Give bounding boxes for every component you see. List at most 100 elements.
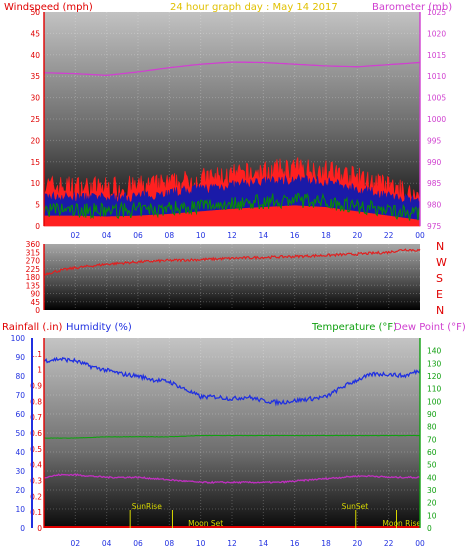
temperature-tick-labels: 0 10 20 30 40 50 60 70 80 90 100 110 120 130 140 [427, 347, 442, 533]
barometer-series-line [43, 61, 421, 76]
graph-title: 24 hour graph day : May 14 2017 [170, 2, 338, 13]
temperature-tick-label: 30 [427, 486, 437, 495]
temperature-tick-label: 140 [427, 347, 442, 356]
wind-x-tick-label: 08 [165, 231, 175, 240]
humidity-x-tick-label: 12 [227, 539, 237, 548]
humidity-x-tick-label: 06 [133, 539, 143, 548]
direction-tick-label: 0 [35, 306, 40, 315]
humidity-tick-labels: 0 10 20 30 40 50 60 70 80 90 100 [11, 334, 26, 533]
direction-label-e: E [436, 288, 443, 301]
windspeed-tick-label: 20 [30, 136, 40, 145]
rainfall-tick-label: 0.6 [30, 429, 42, 438]
sun-moon-annotations: SunRise SunSet Moon Set Moon Rise [129, 502, 421, 528]
direction-tick-label: 315 [26, 248, 41, 257]
windspeed-tick-label: 0 [35, 222, 40, 231]
windspeed-minimum-line [43, 192, 421, 221]
temperature-tick-label: 90 [427, 410, 437, 419]
wind-x-tick-label: 14 [259, 231, 269, 240]
wind-x-tick-label: 20 [353, 231, 363, 240]
humidity-tick-label: 80 [15, 372, 25, 381]
barometer-tick-labels: 975 980 985 990 995 1000 1005 1010 1015 1020 1025 [427, 8, 446, 231]
panel-humidity-background [44, 338, 420, 528]
rainfall-tick-label: 0.9 [30, 382, 42, 391]
humidity-x-tick-label: 00 [415, 539, 425, 548]
barometer-tick-label: 1005 [427, 94, 446, 103]
barometer-tick-label: 980 [427, 201, 442, 210]
rainfall-axis-label: Rainfall (.in) [2, 322, 63, 333]
wind-x-tick-label: 12 [227, 231, 237, 240]
barometer-tick-label: 975 [427, 222, 442, 231]
wind-x-tick-label: 18 [321, 231, 331, 240]
moonrise-label: Moon Rise [382, 519, 421, 528]
direction-tick-label: 180 [26, 273, 41, 282]
panel-direction-series [43, 248, 421, 276]
wind-x-tick-label: 22 [384, 231, 394, 240]
temperature-tick-label: 70 [427, 435, 437, 444]
humidity-tick-label: 70 [15, 391, 25, 400]
temperature-tick-label: 60 [427, 448, 437, 457]
humidity-tick-label: 40 [15, 448, 25, 457]
temperature-tick-label: 80 [427, 423, 437, 432]
temperature-series-line [44, 434, 421, 439]
windspeed-tick-label: 50 [30, 8, 40, 17]
humidity-x-tick-label: 14 [259, 539, 269, 548]
humidity-x-tick-label: 18 [321, 539, 331, 548]
humidity-x-tick-label: 04 [102, 539, 112, 548]
direction-tick-label: 90 [30, 290, 40, 299]
barometer-tick-label: 985 [427, 179, 442, 188]
wind-x-tick-label: 16 [290, 231, 300, 240]
wind-x-tick-label: 06 [133, 231, 143, 240]
humidity-tick-label: 50 [15, 429, 25, 438]
barometer-tick-label: 1025 [427, 8, 446, 17]
barometer-tick-label: 995 [427, 136, 442, 145]
temperature-tick-label: 100 [427, 397, 442, 406]
humidity-series-line [44, 356, 421, 407]
humidity-x-tick-label: 08 [165, 539, 175, 548]
barometer-tick-label: 1020 [427, 29, 446, 38]
panel-direction-grid [44, 244, 420, 310]
panel-humidity-series [43, 356, 421, 528]
barometer-tick-label: 990 [427, 158, 442, 167]
barometer-tick-label: 1000 [427, 115, 446, 124]
rainfall-tick-label: 0.1 [30, 508, 42, 517]
direction-label-w: W [436, 256, 447, 269]
wind-x-tick-label: 02 [71, 231, 81, 240]
humidity-x-tick-label: 22 [384, 539, 394, 548]
windspeed-tick-label: 10 [30, 179, 40, 188]
rainfall-tick-labels: 0 0.1 0.2 0.3 0.4 0.5 0.6 0.7 0.8 0.9 1 1.1 [30, 350, 42, 533]
humidity-tick-label: 10 [15, 505, 25, 514]
windspeed-axis-label: Windspeed (mph) [4, 2, 93, 13]
dewpoint-series-line [43, 473, 421, 485]
windspeed-tick-label: 25 [30, 115, 40, 124]
humidity-tick-label: 60 [15, 410, 25, 419]
temperature-tick-label: 120 [427, 372, 442, 381]
wind-x-tick-label: 00 [415, 231, 425, 240]
rainfall-tick-label: 0.3 [30, 477, 42, 486]
humidity-tick-label: 20 [15, 486, 25, 495]
panel-wind-x-tick-labels: 02 04 06 08 10 12 14 16 18 20 22 00 [71, 231, 425, 240]
temperature-tick-label: 50 [427, 461, 437, 470]
sunrise-label: SunRise [132, 502, 162, 511]
panel-wind-series [43, 61, 421, 227]
temperature-tick-label: 0 [427, 524, 432, 533]
humidity-tick-label: 0 [20, 524, 25, 533]
temperature-tick-label: 20 [427, 499, 437, 508]
temperature-tick-label: 10 [427, 511, 437, 520]
windspeed-tick-label: 45 [30, 29, 40, 38]
windspeed-tick-labels: 0 5 10 15 20 25 30 35 40 45 50 [30, 8, 40, 231]
direction-tick-label: 135 [26, 281, 41, 290]
humidity-x-tick-label: 02 [71, 539, 81, 548]
barometer-tick-label: 1015 [427, 51, 446, 60]
rainfall-tick-label: 0.2 [30, 492, 42, 501]
humidity-tick-label: 30 [15, 467, 25, 476]
direction-tick-label: 360 [26, 240, 41, 249]
rainfall-tick-label: 0.4 [30, 461, 42, 470]
barometer-tick-label: 1010 [427, 72, 446, 81]
wind-x-tick-label: 10 [196, 231, 206, 240]
rainfall-tick-label: 0 [37, 524, 42, 533]
temperature-tick-label: 40 [427, 473, 437, 482]
